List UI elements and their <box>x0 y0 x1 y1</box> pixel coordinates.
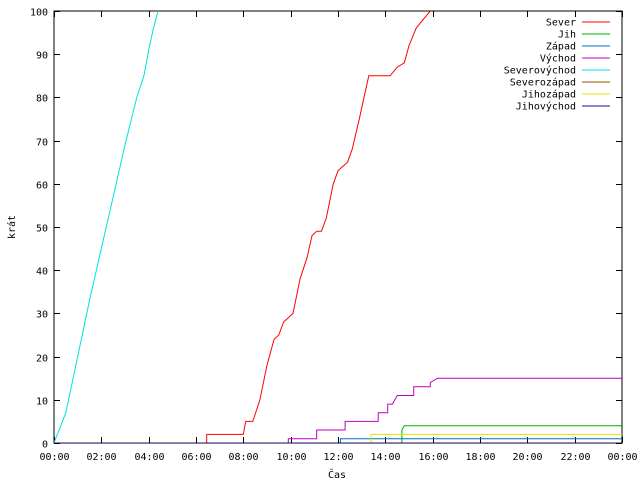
legend-label: Severovýchod <box>504 65 576 77</box>
series-lines <box>54 11 622 443</box>
y-tick-label: 100 <box>30 8 48 19</box>
series-line-2 <box>54 425 622 443</box>
x-tick-label: 00:00 <box>39 452 69 463</box>
y-tick-label: 70 <box>36 138 48 149</box>
x-tick-label: 10:00 <box>276 452 306 463</box>
y-tick-label: 30 <box>36 310 48 321</box>
series-line-4 <box>54 377 622 443</box>
y-axis-label: krát <box>6 215 18 239</box>
y-tick-label: 50 <box>36 224 48 235</box>
x-tick-label: 22:00 <box>560 452 590 463</box>
x-tick-label: 04:00 <box>134 452 164 463</box>
x-tick-label: 18:00 <box>465 452 495 463</box>
y-tick-label: 20 <box>36 354 48 365</box>
legend-label: Jihozápad <box>522 89 576 101</box>
y-tick-label: 80 <box>36 94 48 105</box>
y-axis: 0 10 20 30 40 50 60 70 80 90 100 <box>30 8 622 451</box>
x-tick-label: 00:00 <box>607 452 637 463</box>
legend-label: Severozápad <box>510 77 576 89</box>
y-tick-label: 40 <box>36 267 48 278</box>
series-line-7 <box>54 433 622 443</box>
legend-label: Východ <box>540 53 576 65</box>
x-axis-label: Čas <box>328 468 346 480</box>
series-line-3 <box>54 438 622 443</box>
x-tick-label: 06:00 <box>181 452 211 463</box>
legend-label: Jihovýchod <box>516 101 576 113</box>
legend: SeverJihZápadVýchodSeverovýchodSeverozáp… <box>504 18 610 113</box>
x-axis: 00:00 02:00 04:00 06:00 08:00 10:00 12:00 14:00… <box>39 11 638 463</box>
x-tick-label: 20:00 <box>512 452 542 463</box>
x-tick-label: 02:00 <box>86 452 116 463</box>
y-tick-label: 0 <box>42 440 48 451</box>
series-line-1 <box>54 11 431 443</box>
x-tick-label: 08:00 <box>228 452 258 463</box>
legend-label: Západ <box>546 41 576 53</box>
legend-label: Sever <box>546 18 576 29</box>
x-tick-label: 12:00 <box>323 452 353 463</box>
legend-label: Jih <box>558 30 576 41</box>
y-tick-label: 90 <box>36 51 48 62</box>
x-tick-label: 16:00 <box>418 452 448 463</box>
series-line-5 <box>54 11 159 443</box>
y-tick-label: 10 <box>36 397 48 408</box>
x-tick-label: 14:00 <box>370 452 400 463</box>
y-tick-label: 60 <box>36 181 48 192</box>
